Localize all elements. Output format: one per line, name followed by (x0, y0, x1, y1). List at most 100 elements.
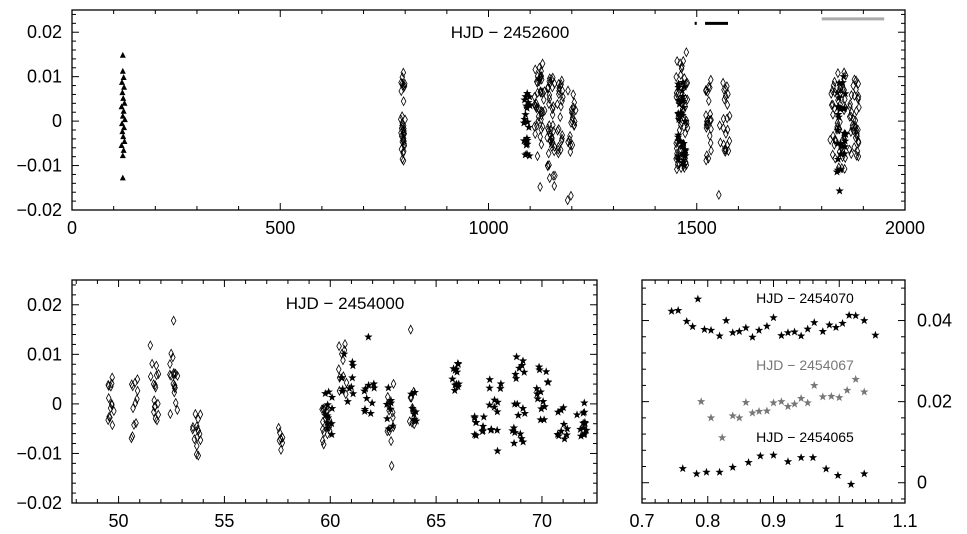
bottom-left-diamond-point (153, 360, 160, 371)
bottom-right-x-tick-label: 1 (834, 511, 844, 531)
top-x-tick-label: 0 (67, 218, 77, 238)
bottom-right-star-point (748, 408, 757, 417)
bottom-right-star-point (756, 451, 765, 460)
bottom-right-y-tick-label: 0.04 (917, 311, 952, 331)
bottom-left-star-point (510, 399, 519, 408)
top-diamond-point (673, 72, 679, 82)
bottom-right-star-point (744, 458, 753, 467)
bottom-right-star-point (825, 320, 834, 329)
bottom-right-star-point (696, 397, 706, 406)
bottom-right-star-point (846, 479, 856, 488)
top-diamond-point (705, 153, 712, 164)
bottom-left-diamond-point (194, 441, 200, 451)
top-triangle-point (119, 174, 126, 181)
bottom-left-x-tick-label: 50 (109, 511, 129, 531)
bottom-right-star-point (860, 387, 869, 396)
bottom-left-diamond-point (147, 340, 154, 351)
bottom-left-diamond-point (155, 409, 162, 420)
bottom-right-star-point (803, 324, 812, 333)
top-y-tick-label: −0.01 (16, 156, 62, 176)
bottom-left-diamond-point (149, 359, 155, 369)
bottom-right-y-tick-label: 0.02 (917, 392, 952, 412)
bottom-left-star-point (518, 404, 528, 413)
bottom-right-annotation-2454067: HJD − 2454067 (756, 357, 854, 373)
bottom-left-star-point (364, 332, 373, 341)
bottom-right-star-point (838, 318, 847, 327)
bottom-right-star-point (871, 330, 880, 339)
bottom-left-star-point (493, 446, 502, 455)
bottom-right-star-point (851, 374, 860, 383)
top-diamond-point (532, 64, 538, 75)
bottom-right-star-point (796, 331, 806, 340)
bottom-right-star-point (728, 328, 737, 337)
bottom-left-x-tick-label: 70 (532, 511, 552, 531)
bottom-right-star-point (783, 457, 793, 466)
bottom-right-star-point (762, 321, 772, 330)
bottom-right-star-point (796, 393, 806, 402)
bottom-left-diamond-point (170, 315, 177, 326)
top-triangle-point (119, 152, 126, 159)
bottom-right-panel: 0.7 0.8 0.9 1 1.10 0.02 0.04 HJD − 2454070 HJD… (629, 279, 952, 531)
bottom-right-star-point (715, 331, 724, 340)
bottom-right-star-point (706, 325, 716, 334)
bottom-right-star-point (796, 453, 806, 462)
bottom-left-y-tick-label: 0 (52, 394, 62, 414)
bottom-right-panel-axes: 0.7 0.8 0.9 1 1.10 0.02 0.04 (629, 279, 952, 531)
bottom-right-star-point (706, 413, 716, 422)
top-diamond-point (708, 75, 714, 85)
top-diamond-point (830, 109, 836, 120)
bottom-right-star-point (835, 393, 844, 402)
top-diamond-point (534, 151, 541, 161)
bottom-right-star-point (783, 328, 793, 337)
bottom-right-x-tick-label: 0.7 (629, 511, 654, 531)
top-y-tick-label: 0.01 (27, 67, 62, 87)
top-panel-axes: 0 500 1000 1500 2000 −0.02 −0.01 0 0.01 0.02 (16, 9, 925, 238)
bottom-right-x-tick-label: 0.9 (761, 511, 786, 531)
bottom-right-star-point (754, 325, 764, 334)
bottom-right-star-point (860, 316, 869, 325)
bottom-left-star-point (471, 431, 481, 440)
bottom-right-star-point (769, 398, 778, 407)
bottom-left-x-tick-label: 65 (426, 511, 446, 531)
bottom-right-star-point (682, 316, 691, 325)
bottom-right-star-point (735, 327, 744, 336)
bottom-left-diamond-point (106, 393, 112, 403)
bottom-right-star-point (673, 306, 683, 315)
bottom-left-panel-annotation: HJD − 2454000 (286, 294, 405, 313)
top-star-point (835, 186, 844, 195)
bottom-left-panel-marks (105, 315, 591, 471)
bottom-left-star-point (327, 392, 337, 401)
bottom-left-star-point (343, 397, 352, 406)
bottom-left-star-point (512, 352, 521, 361)
bottom-left-star-point (511, 374, 521, 383)
bottom-left-star-point (580, 398, 589, 407)
top-diamond-point (549, 110, 556, 120)
bottom-right-star-point (831, 323, 841, 332)
bottom-right-star-point (769, 450, 778, 459)
bottom-left-diamond-point (109, 420, 116, 430)
bottom-right-star-point (688, 322, 697, 331)
bottom-left-star-point (470, 413, 479, 422)
bottom-right-star-point (718, 433, 727, 442)
bottom-right-star-point (808, 453, 818, 462)
bottom-left-star-point (516, 429, 525, 438)
bottom-right-star-point (810, 381, 819, 390)
bottom-left-star-point (383, 414, 392, 423)
top-diamond-point (835, 68, 841, 78)
bottom-left-star-point (327, 430, 336, 439)
bottom-left-star-point (518, 356, 528, 365)
bottom-left-star-point (448, 374, 457, 383)
bottom-right-star-point (721, 316, 731, 325)
top-diamond-point (725, 89, 731, 99)
bottom-left-star-point (579, 408, 588, 417)
top-diamond-point (398, 86, 404, 96)
top-x-tick-label: 2000 (885, 218, 925, 238)
bottom-right-star-point (692, 469, 701, 478)
bottom-right-star-point (818, 327, 828, 336)
bottom-right-star-point (783, 402, 793, 411)
top-diamond-point (532, 129, 538, 139)
bottom-right-star-point (827, 391, 836, 400)
top-star-point (521, 110, 530, 119)
top-diamond-point (570, 89, 576, 100)
bottom-left-star-point (485, 383, 494, 392)
